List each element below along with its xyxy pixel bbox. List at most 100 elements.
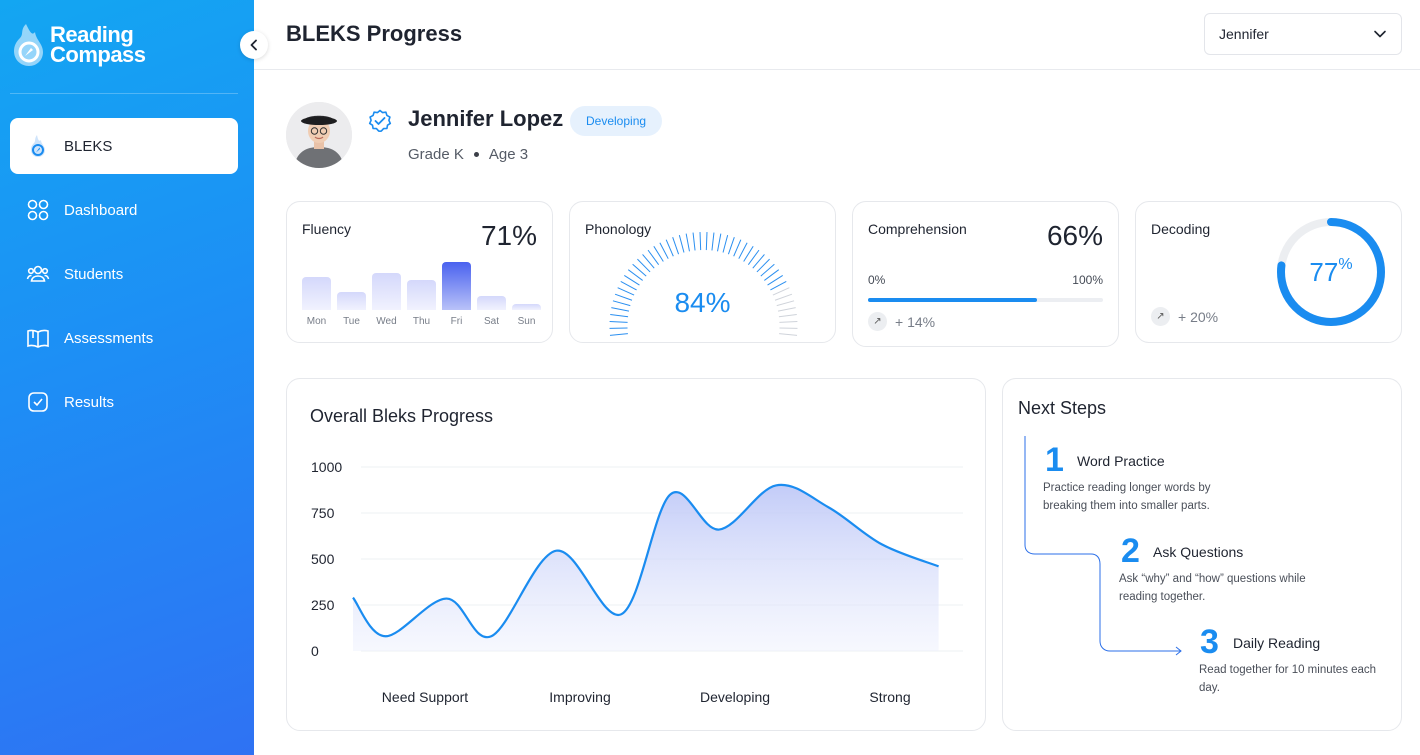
- gauge-tick: [665, 239, 674, 257]
- day-label: Fri: [450, 316, 463, 327]
- sidebar-item-label: Assessments: [64, 329, 154, 347]
- step-2-title: Ask Questions: [1153, 544, 1244, 560]
- comprehension-card[interactable]: Comprehension 66% 0% 100% ↗ + 14%: [852, 201, 1119, 347]
- decoding-number: 77: [1309, 256, 1339, 287]
- student-grade: Grade K: [408, 146, 464, 163]
- sidebar-item-label: BLEKS: [64, 137, 113, 155]
- fluency-day-labels: Mon Tue Wed Thu Fri Sat Sun: [302, 316, 541, 327]
- gauge-tick: [672, 237, 680, 255]
- clipboard-check-icon: [28, 392, 48, 412]
- sidebar-item-dashboard[interactable]: Dashboard: [10, 182, 238, 238]
- step-3-description: Read together for 10 minutes each day.: [1199, 664, 1377, 694]
- gauge-tick: [609, 320, 628, 323]
- gauge-tick: [743, 245, 754, 262]
- y-tick-label: 1000: [311, 459, 342, 475]
- trend-value: + 14%: [895, 313, 936, 330]
- users-icon: [26, 265, 50, 282]
- gauge-tick: [624, 274, 640, 286]
- comprehension-value: 66%: [1046, 220, 1103, 251]
- sidebar: Reading Compass BLEKS Dashboard Students: [0, 0, 254, 755]
- gauge-tick: [772, 287, 790, 296]
- sidebar-item-students[interactable]: Students: [10, 246, 238, 302]
- x-category-label: Need Support: [382, 689, 469, 705]
- gauge-tick: [685, 233, 690, 252]
- page-title: BLEKS Progress: [286, 21, 463, 46]
- gauge-tick: [609, 333, 628, 336]
- gauge-tick: [637, 258, 651, 273]
- collapse-sidebar-button[interactable]: [240, 31, 268, 59]
- fluency-bar-mon: [302, 277, 331, 310]
- gauge-tick: [770, 280, 787, 291]
- gauge-tick: [722, 235, 729, 253]
- card-title: Phonology: [585, 221, 652, 237]
- trend-up-icon: ↗: [868, 312, 887, 331]
- card-title: Comprehension: [868, 221, 967, 237]
- gauge-tick: [711, 232, 715, 251]
- level-badge: Developing: [570, 106, 663, 136]
- day-label: Wed: [376, 316, 397, 327]
- sidebar-item-assessments[interactable]: Assessments: [10, 310, 238, 366]
- step-1-number: 1: [1045, 441, 1064, 479]
- phonology-value: 84%: [674, 287, 731, 318]
- next-steps-card: Next Steps 1 Word Practice Practice read…: [1002, 378, 1402, 731]
- decoding-trend: ↗ + 20%: [1151, 307, 1218, 326]
- gauge-tick: [642, 254, 655, 269]
- progress-area-fill: [353, 484, 939, 651]
- comprehension-progress-fill: [868, 298, 1038, 302]
- step-3-title: Daily Reading: [1233, 635, 1321, 651]
- steps-connector: [1024, 436, 1182, 656]
- step-1-description: Practice reading longer words by breakin…: [1043, 482, 1211, 512]
- gauge-tick: [727, 237, 735, 255]
- brand-line-1: Reading: [50, 22, 134, 47]
- x-category-label: Strong: [869, 689, 910, 705]
- gauge-tick: [610, 313, 629, 318]
- progress-max-label: 100%: [1072, 273, 1103, 287]
- chevron-left-icon: [250, 39, 257, 51]
- sidebar-item-bleks[interactable]: BLEKS: [10, 118, 238, 174]
- gauge-tick: [699, 232, 702, 251]
- day-label: Thu: [412, 316, 431, 327]
- decoding-value: 77 %: [1275, 216, 1387, 328]
- fluency-bars: [302, 262, 541, 310]
- decoding-card[interactable]: Decoding ↗ + 20% 77 %: [1135, 201, 1402, 343]
- day-label: Mon: [306, 316, 327, 327]
- fluency-bar-thu: [407, 280, 436, 310]
- fluency-bar-fri: [442, 262, 471, 310]
- y-tick-label: 0: [311, 643, 319, 659]
- fluency-card[interactable]: Fluency 71% Mon Tue Wed Thu Fri Sat Sun: [286, 201, 553, 343]
- gauge-tick: [617, 287, 635, 296]
- gauge-tick: [612, 300, 631, 307]
- gauge-tick: [647, 249, 660, 265]
- student-age: Age 3: [488, 146, 529, 163]
- sidebar-item-label: Results: [64, 393, 115, 411]
- fluency-bar-tue: [337, 292, 366, 310]
- day-label: Tue: [343, 316, 360, 327]
- step-2-description: Ask “why” and “how” questions while read…: [1119, 573, 1306, 603]
- gauge-tick: [778, 313, 797, 318]
- verified-badge-icon: [368, 109, 392, 132]
- student-select-value: Jennifer: [1219, 26, 1269, 42]
- sidebar-item-results[interactable]: Results: [10, 374, 238, 430]
- student-meta: Grade K Age 3: [408, 146, 528, 163]
- gauge-tick: [756, 258, 770, 273]
- gauge-tick: [752, 254, 765, 269]
- gauge-tick: [777, 307, 796, 312]
- comprehension-progress-bar: [868, 298, 1103, 302]
- phonology-card[interactable]: Phonology 84%: [569, 201, 836, 343]
- top-header: BLEKS Progress Jennifer: [254, 0, 1420, 70]
- trend-value: + 20%: [1178, 308, 1219, 325]
- gauge-tick: [659, 242, 669, 259]
- gauge-tick: [627, 269, 643, 281]
- fluency-value: 71%: [480, 220, 537, 251]
- gauge-tick: [611, 307, 630, 312]
- gauge-tick: [776, 300, 795, 307]
- student-select[interactable]: Jennifer: [1204, 13, 1402, 55]
- fluency-bar-wed: [372, 273, 401, 310]
- next-steps-title: Next Steps: [1018, 398, 1107, 418]
- progress-min-label: 0%: [868, 273, 886, 287]
- step-2-number: 2: [1121, 532, 1140, 570]
- card-title: Decoding: [1151, 221, 1211, 237]
- sidebar-divider: [10, 93, 238, 94]
- card-title: Fluency: [302, 221, 352, 237]
- brand-logo[interactable]: Reading Compass: [10, 20, 146, 70]
